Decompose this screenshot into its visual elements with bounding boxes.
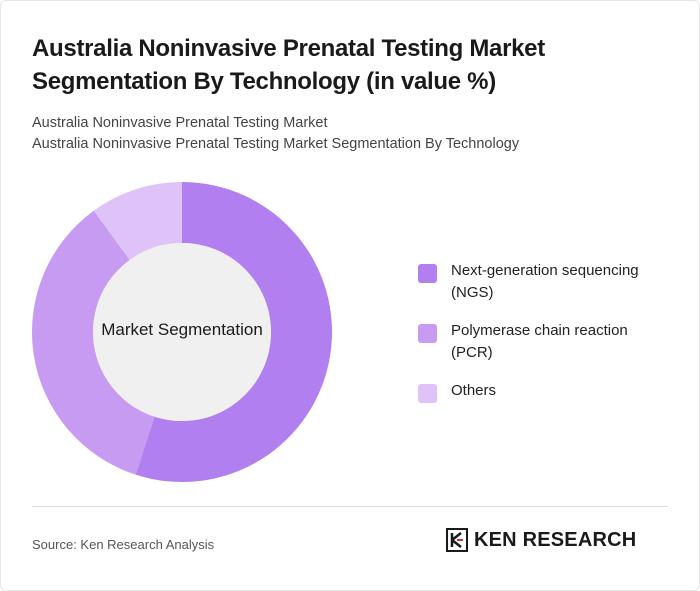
donut-slice-pcr — [32, 210, 155, 475]
legend-swatch-pcr — [418, 324, 437, 343]
subtitle-line-1: Australia Noninvasive Prenatal Testing M… — [32, 115, 328, 131]
legend-label-ngs: Next-generation sequencing (NGS) — [451, 262, 639, 301]
donut-slice-others — [93, 182, 182, 260]
donut-chart — [32, 182, 332, 482]
legend-item-others: Others — [418, 380, 678, 403]
legend-swatch-ngs — [418, 264, 437, 283]
source-note: Source: Ken Research Analysis — [32, 537, 215, 552]
donut-hole — [93, 243, 271, 421]
footer-divider — [32, 506, 668, 507]
chart-legend: Next-generation sequencing (NGS) Polymer… — [418, 260, 678, 419]
subtitle-line-2: Australia Noninvasive Prenatal Testing M… — [32, 136, 520, 152]
donut-slice-ngs — [135, 182, 332, 482]
legend-item-ngs: Next-generation sequencing (NGS) — [418, 260, 678, 304]
legend-item-pcr: Polymerase chain reaction (PCR) — [418, 320, 678, 364]
ken-research-logo-text: KEN RESEARCH — [474, 528, 637, 551]
ken-research-logo-icon — [446, 528, 468, 552]
ken-research-logo: KEN RESEARCH — [446, 528, 636, 552]
chart-subtitle: Australia Noninvasive Prenatal Testing M… — [32, 113, 672, 155]
legend-label-pcr: Polymerase chain reaction (PCR) — [451, 322, 628, 361]
chart-title: Australia Noninvasive Prenatal Testing M… — [32, 35, 545, 95]
legend-swatch-others — [418, 384, 437, 403]
donut-center-label: Market Segmentation — [101, 320, 263, 339]
legend-label-others: Others — [451, 382, 497, 399]
